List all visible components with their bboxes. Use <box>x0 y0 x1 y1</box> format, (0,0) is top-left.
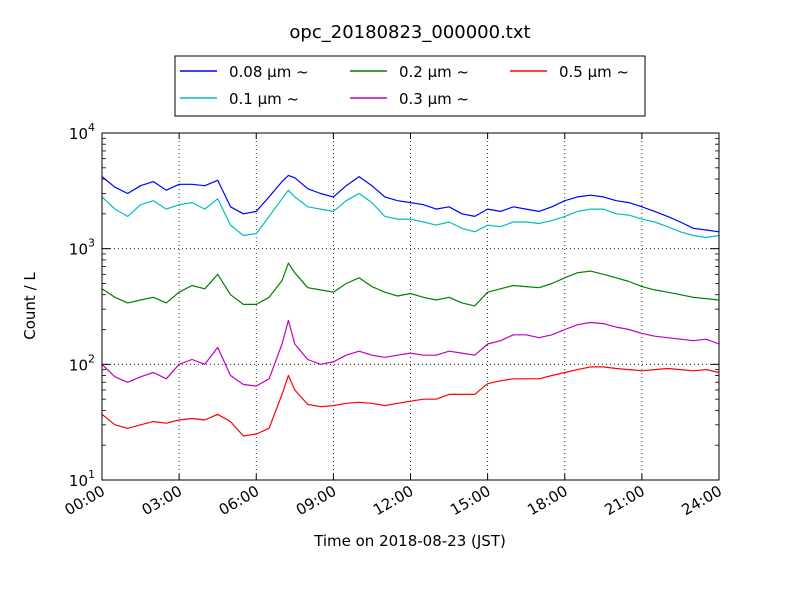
legend-box <box>174 55 646 117</box>
series-line-3 <box>101 319 720 387</box>
chart-title: opc_20180823_000000.txt <box>289 22 530 43</box>
series-line-4 <box>101 366 720 437</box>
series-line-1 <box>101 189 720 239</box>
legend-label-4: 0.5 μm ~ <box>559 63 629 81</box>
x-axis-label: Time on 2018-08-23 (JST) <box>313 532 506 550</box>
legend: 0.08 μm ~ 0.1 μm ~ 0.2 μm ~ 0.3 μm ~ 0.5 μm … <box>174 55 646 117</box>
y-axis-label: Count / L <box>21 272 39 340</box>
y-axis-ticks: 101 102 103 104 <box>69 121 719 490</box>
series-lines <box>101 174 720 437</box>
y-tick-label: 103 <box>69 237 95 259</box>
legend-label-1: 0.1 μm ~ <box>229 90 299 108</box>
legend-label-0: 0.08 μm ~ <box>229 63 309 81</box>
series-line-0 <box>101 174 720 233</box>
y-tick-label: 101 <box>69 468 95 490</box>
series-line-2 <box>101 262 720 307</box>
legend-label-2: 0.2 μm ~ <box>399 63 469 81</box>
legend-label-3: 0.3 μm ~ <box>399 90 469 108</box>
grid <box>102 133 719 480</box>
y-tick-label: 102 <box>69 352 95 374</box>
y-tick-label: 104 <box>69 121 95 143</box>
